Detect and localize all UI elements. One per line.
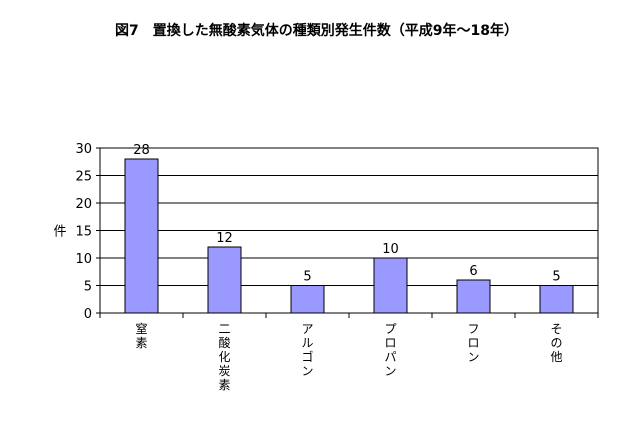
gridlines [100,175,598,286]
bars [124,158,574,314]
axes [96,147,599,318]
data-label: 12 [216,231,233,246]
bar [373,257,408,314]
data-label: 5 [552,270,560,285]
category-label: 二酸化炭素 [218,322,230,392]
y-tick-label: 30 [75,142,92,157]
y-tick-label: 5 [84,280,92,295]
y-axis-label: 件 [53,225,66,240]
category-label: プロパン [384,322,396,378]
data-label: 6 [469,264,477,279]
data-label: 10 [382,242,399,257]
bar [456,279,491,314]
data-label: 5 [303,270,311,285]
category-label: アルゴン [301,322,313,378]
category-label: フロン [467,322,479,364]
bar [290,285,325,314]
y-tick-label: 15 [75,225,92,240]
category-label: 窒素 [135,321,147,350]
bar [207,246,242,314]
labels: 0 5 10 15 20 25 30 件 28 窒素 12 二酸化炭素 5 アルゴン 10 プロパン 6 フロン 5… [53,142,562,392]
y-tick-label: 10 [75,252,92,267]
y-tick-label: 0 [84,307,92,322]
y-tick-label: 20 [75,197,92,212]
data-label: 28 [133,143,150,158]
category-label: その他 [550,322,562,364]
y-tick-label: 25 [75,170,92,185]
bar [124,158,159,314]
bar [539,285,574,314]
chart-title: 図7 置換した無酸素気体の種類別発生件数（平成9年～18年） [115,23,518,39]
